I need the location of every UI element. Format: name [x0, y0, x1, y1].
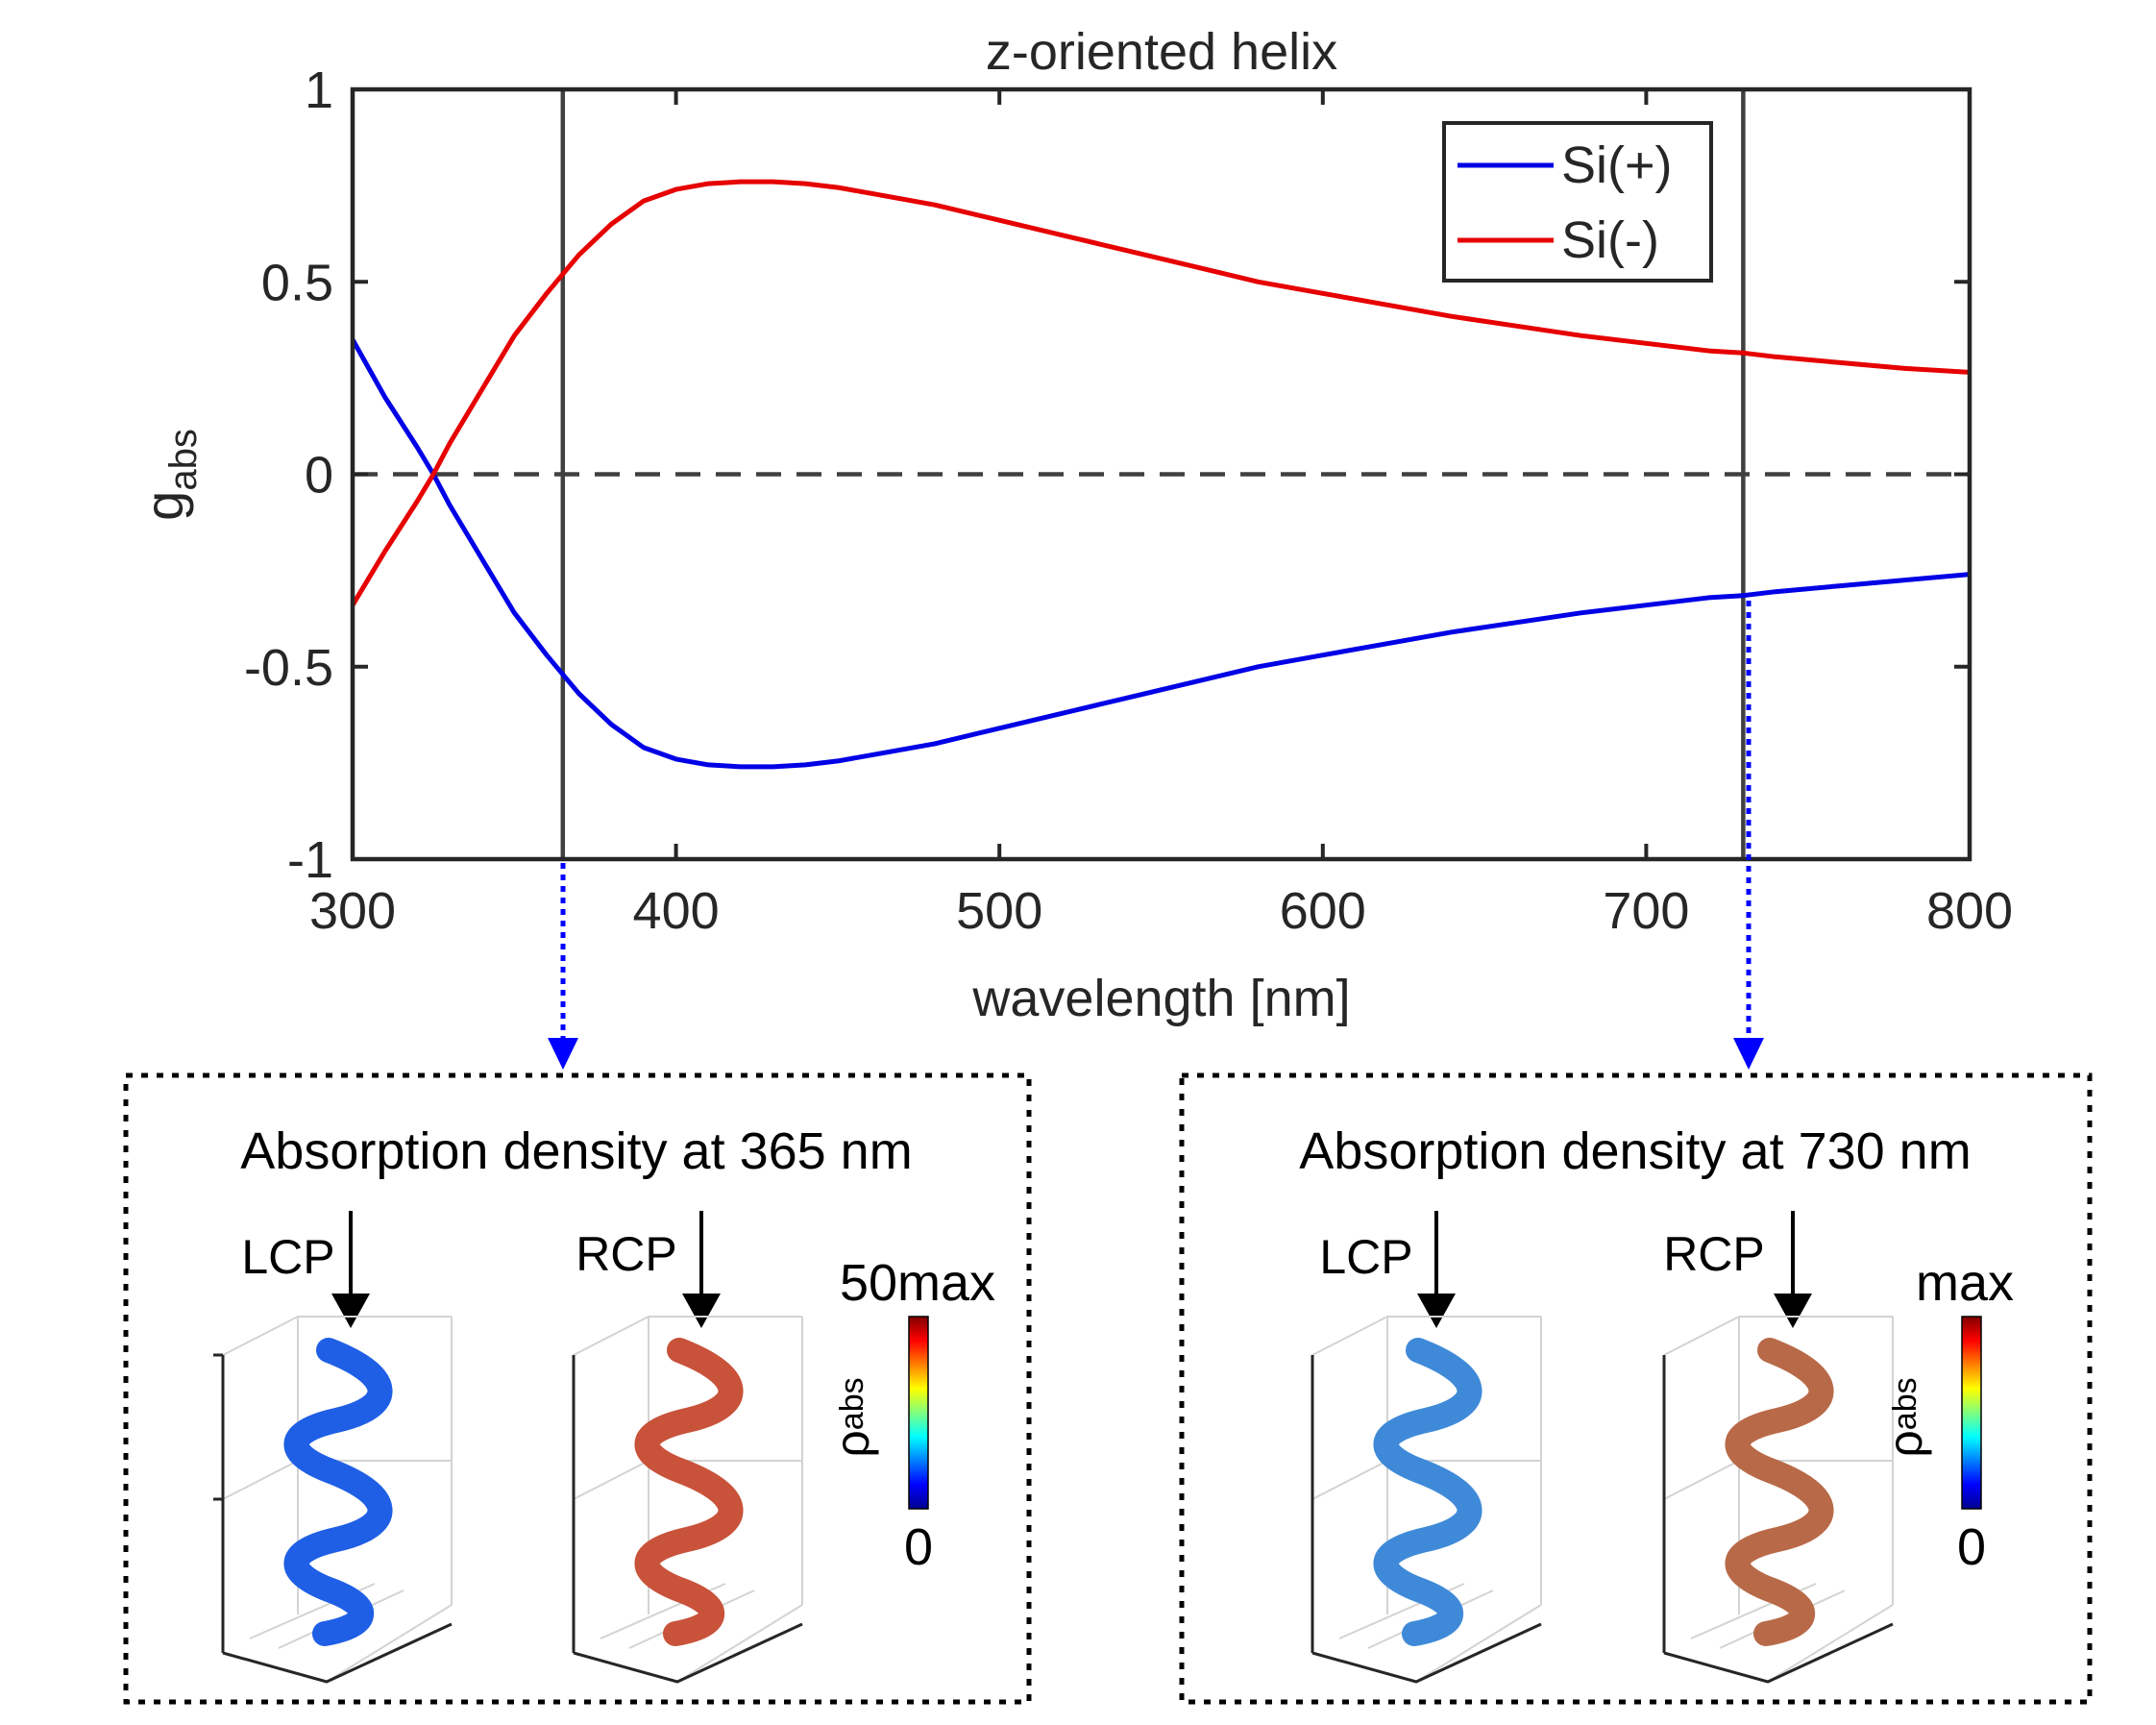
y-tick-label: 0.5 [261, 254, 333, 311]
x-tick-label: 700 [1603, 882, 1689, 940]
helix-rcp-730 [1725, 1338, 1834, 1646]
legend-box [1442, 121, 1713, 283]
x-tick-label: 400 [633, 882, 720, 940]
x-tick-label: 300 [309, 882, 396, 940]
helix-lcp-730 [1373, 1338, 1482, 1646]
x-tick-label: 800 [1926, 882, 2013, 940]
legend-label-si-plus: Si(+) [1561, 136, 1673, 194]
series-layer [350, 179, 1971, 770]
colorbar-max-label: max [1916, 1254, 2014, 1312]
y-tick-label: -0.5 [244, 639, 333, 697]
series-line-si-plus [350, 338, 1971, 770]
rcp-helix-plot: RCP [1662, 1211, 1894, 1684]
lcp-label: LCP [241, 1230, 334, 1284]
colorbar-title-main: ρ [1878, 1430, 1932, 1457]
colorbar-max-label: 50max [840, 1254, 995, 1312]
y-tick-label: 0 [305, 447, 333, 505]
legend: Si(+) Si(-) [1442, 121, 1713, 283]
main-plot: z-oriented helix 300 400 500 600 700 800 -1 -0.… [134, 23, 2013, 1070]
colorbar-gradient [908, 1316, 929, 1510]
x-axis-label: wavelength [nm] [971, 970, 1350, 1027]
plot-reference-lines [353, 89, 1970, 859]
y-axis-label-main: g [134, 491, 194, 521]
chart-title: z-oriented helix [986, 23, 1337, 81]
colorbar-title: ρabs [1878, 1377, 1932, 1457]
helix-lcp-365 [283, 1338, 393, 1646]
y-axis-label: gabs [134, 429, 205, 521]
marker-arrow-730 [1733, 601, 1764, 1070]
helix-rcp-365 [634, 1338, 744, 1646]
colorbar-title: ρabs [825, 1377, 879, 1457]
colorbar-title-main: ρ [825, 1430, 879, 1457]
colorbar-title-sub: abs [834, 1377, 870, 1430]
colorbar-min-label: 0 [1957, 1518, 1986, 1576]
x-tick-label: 500 [956, 882, 1042, 940]
y-axis-label-sub: abs [162, 429, 205, 491]
colorbar-title-sub: abs [1887, 1377, 1923, 1430]
panel-730nm: Absorption density at 730 nm LCP [1179, 1072, 2093, 1705]
colorbar-gradient [1961, 1316, 1982, 1510]
colorbar-730: max 0 ρabs [1878, 1254, 2014, 1576]
y-tick-label: 1 [305, 62, 333, 119]
panel-365nm: Absorption density at 365 nm LCP [123, 1072, 1032, 1705]
x-tick-label: 600 [1280, 882, 1366, 940]
panel-title: Absorption density at 730 nm [1299, 1122, 1971, 1180]
rcp-label: RCP [1663, 1227, 1765, 1281]
lcp-helix-plot: LCP [213, 1211, 453, 1684]
series-line-si-minus [350, 179, 1971, 606]
legend-label-si-minus: Si(-) [1561, 211, 1659, 269]
lcp-label: LCP [1319, 1230, 1412, 1284]
colorbar-365: 50max 0 ρabs [825, 1254, 995, 1576]
panel-title: Absorption density at 365 nm [240, 1122, 912, 1180]
marker-arrow-365 [548, 863, 578, 1070]
colorbar-min-label: 0 [904, 1518, 933, 1576]
lcp-helix-plot: LCP [1311, 1211, 1542, 1684]
panel-frame [1179, 1072, 2093, 1705]
panel-frame [123, 1072, 1032, 1705]
tick-layer: 300 400 500 600 700 800 -1 -0.5 0 0.5 1 [244, 62, 2013, 940]
rcp-helix-plot: RCP [572, 1211, 803, 1684]
y-tick-label: -1 [287, 831, 333, 889]
rcp-label: RCP [576, 1227, 677, 1281]
